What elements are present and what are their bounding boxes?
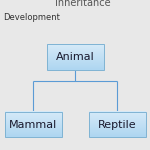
Bar	[88, 112, 146, 137]
Bar	[46, 44, 104, 70]
Text: Inheritance: Inheritance	[55, 0, 110, 9]
Text: Animal: Animal	[56, 52, 94, 62]
Text: Reptile: Reptile	[98, 120, 136, 129]
Bar	[4, 112, 62, 137]
Text: Mammal: Mammal	[9, 120, 57, 129]
Text: Development: Development	[3, 14, 60, 22]
